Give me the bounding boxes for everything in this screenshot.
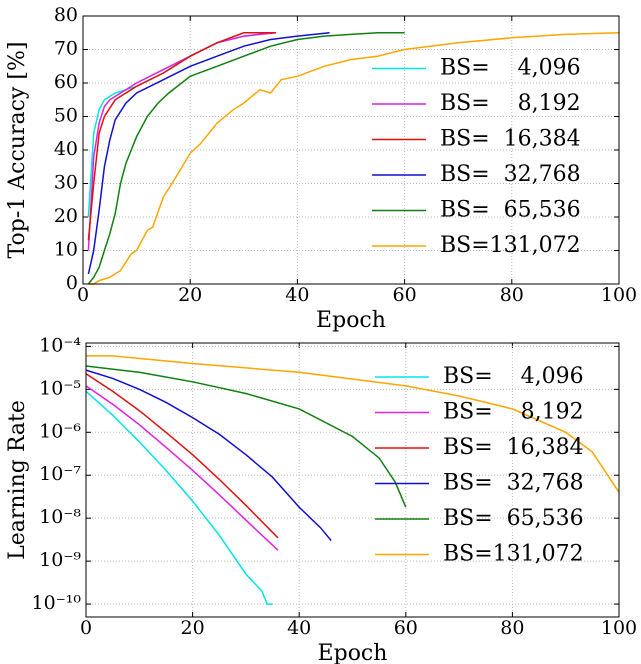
x-tick-label: 100 — [601, 617, 637, 639]
y-tick-label: 10 — [54, 239, 78, 261]
line — [86, 355, 620, 493]
x-axis-label: Epoch — [316, 308, 386, 333]
x-tick-label: 100 — [601, 284, 637, 306]
line — [85, 373, 279, 539]
legend-label: BS= 65,536 — [443, 506, 584, 531]
y-tick-label: 20 — [54, 205, 78, 227]
line — [85, 365, 407, 508]
x-tick-label: 80 — [500, 617, 524, 639]
y-tick-label: 10⁻⁶ — [39, 420, 81, 442]
y-tick-label: 10⁻⁷ — [39, 463, 81, 485]
line — [88, 32, 620, 285]
line — [87, 32, 271, 218]
x-tick-label: 0 — [80, 617, 92, 639]
x-tick-label: 60 — [393, 284, 417, 306]
y-tick-label: 30 — [54, 172, 78, 194]
line — [87, 32, 277, 251]
x-tick-label: 20 — [181, 617, 205, 639]
y-tick-label: 80 — [54, 4, 78, 26]
x-tick-label: 40 — [287, 617, 311, 639]
legend-label: BS= 16,384 — [443, 435, 584, 460]
x-tick-label: 20 — [178, 284, 202, 306]
axes-frame — [85, 342, 620, 618]
y-tick-label: 10⁻⁵ — [39, 377, 81, 399]
y-tick-label: 70 — [54, 38, 78, 60]
axes-frame — [82, 15, 620, 285]
line — [85, 369, 332, 542]
line — [87, 32, 330, 275]
legend-label: BS=131,072 — [443, 542, 584, 567]
x-tick-label: 0 — [77, 284, 89, 306]
legend-label: BS= 4,096 — [443, 364, 584, 389]
y-axis-label: Learning Rate — [5, 400, 30, 560]
line — [87, 32, 405, 285]
x-axis-label: Epoch — [318, 641, 388, 664]
y-tick-label: 50 — [54, 105, 78, 127]
y-tick-label: 10⁻⁹ — [39, 549, 81, 571]
y-tick-label: 60 — [54, 71, 78, 93]
legend-label: BS= 65,536 — [440, 198, 581, 223]
legend-label: BS= 8,192 — [440, 91, 581, 116]
legend-label: BS= 16,384 — [440, 127, 581, 152]
x-tick-label: 60 — [394, 617, 418, 639]
y-tick-label: 0 — [66, 272, 78, 294]
line — [85, 385, 279, 551]
legend-label: BS= 8,192 — [443, 400, 584, 425]
legend-label: BS= 4,096 — [440, 56, 581, 81]
line — [87, 32, 276, 241]
legend-label: BS=131,072 — [440, 233, 581, 258]
y-tick-label: 10⁻¹⁰ — [32, 592, 82, 614]
legend-label: BS= 32,768 — [443, 471, 584, 496]
x-tick-label: 40 — [285, 284, 309, 306]
x-tick-label: 80 — [500, 284, 524, 306]
y-tick-label: 10⁻⁸ — [39, 506, 81, 528]
y-tick-label: 10⁻⁴ — [39, 334, 81, 356]
legend-label: BS= 32,768 — [440, 162, 581, 187]
y-axis-label: Top-1 Accuracy [%] — [5, 42, 30, 259]
line — [85, 390, 273, 605]
y-tick-label: 40 — [54, 138, 78, 160]
